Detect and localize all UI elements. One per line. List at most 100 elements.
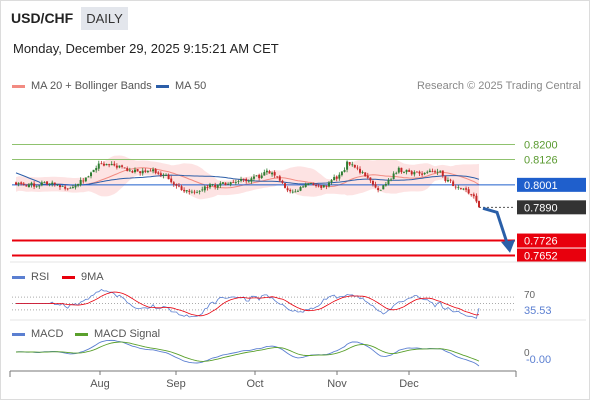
candle <box>121 164 124 169</box>
candle <box>221 182 224 185</box>
legend-swatch-macd <box>12 332 25 336</box>
candle <box>46 181 49 186</box>
candle-body <box>333 176 336 181</box>
candle-body <box>374 184 377 188</box>
legend-label-rsi-ma: 9MA <box>81 271 104 283</box>
macd-zero-label: 0 <box>524 348 530 359</box>
candle-body <box>335 176 338 179</box>
candle-body <box>400 167 403 173</box>
candle <box>234 179 237 186</box>
candle-body <box>418 171 421 174</box>
candle <box>366 172 369 180</box>
candle-body <box>330 180 333 183</box>
candle <box>265 168 268 175</box>
candle-body <box>281 180 284 183</box>
candle-body <box>291 191 294 193</box>
legend-ma50: MA 50 <box>156 80 206 92</box>
candle-body <box>136 169 139 172</box>
support-tag-label: 0.7652 <box>524 251 558 263</box>
candle-body <box>402 172 405 174</box>
candle <box>79 177 82 187</box>
credit-text: Research © 2025 Trading Central <box>416 80 581 92</box>
candle-body <box>224 182 227 186</box>
x-axis-label-sep: Sep <box>166 378 186 390</box>
candle-body <box>353 165 356 168</box>
candle <box>421 171 424 177</box>
candle-body <box>268 171 271 174</box>
candle <box>247 179 250 183</box>
candle <box>201 186 204 192</box>
candle <box>232 179 235 183</box>
macd-current-label: -0.00 <box>526 354 551 366</box>
candle-body <box>118 165 121 168</box>
candle-body <box>470 193 473 195</box>
candle-body <box>128 170 131 172</box>
candle <box>359 166 362 175</box>
candle-body <box>188 190 191 192</box>
candle <box>211 183 214 187</box>
candle <box>330 178 333 185</box>
candle-body <box>64 186 67 189</box>
candle-body <box>392 173 395 179</box>
candle-body <box>325 185 328 187</box>
candle-body <box>214 184 217 187</box>
macd-line <box>15 339 480 367</box>
pair-title: USD/CHF <box>11 10 74 26</box>
candle-body <box>167 174 170 180</box>
candle-body <box>299 187 302 191</box>
candle-body <box>40 182 43 186</box>
candle-body <box>206 187 209 189</box>
candle <box>56 184 59 187</box>
candle <box>384 182 387 187</box>
candle-body <box>348 161 351 165</box>
candle <box>100 160 103 165</box>
candle <box>35 185 38 188</box>
candle <box>335 175 338 182</box>
candle-body <box>340 171 343 176</box>
candle-body <box>15 182 17 185</box>
candle <box>27 183 30 188</box>
legend-macd: MACD <box>12 328 63 340</box>
candle <box>278 174 281 183</box>
candle-body <box>240 178 243 181</box>
candle-body <box>133 169 136 173</box>
candle-body <box>467 189 470 194</box>
candle-body <box>172 182 175 185</box>
forecast-arrow <box>482 206 510 247</box>
candle-body <box>434 171 437 173</box>
candle <box>263 169 266 176</box>
candle <box>309 182 312 184</box>
candle-body <box>294 191 297 193</box>
candle-body <box>273 172 276 176</box>
candle <box>198 190 201 195</box>
candle <box>144 168 147 174</box>
candle <box>149 168 152 172</box>
candle-body <box>149 170 152 172</box>
candle <box>206 184 209 191</box>
candle-body <box>377 188 380 191</box>
candle <box>172 181 175 187</box>
candle-body <box>379 189 382 191</box>
candle <box>245 177 248 184</box>
x-axis-label-oct: Oct <box>246 378 263 390</box>
candle-body <box>454 186 457 188</box>
candle-body <box>229 182 232 185</box>
rsi-line <box>16 289 480 319</box>
candle <box>87 175 90 178</box>
candle <box>382 185 385 190</box>
support-tag <box>517 248 586 263</box>
candle-body <box>27 184 30 188</box>
candle <box>110 161 113 166</box>
timeframe-badge[interactable]: DAILY <box>81 7 128 30</box>
candle <box>346 160 349 173</box>
candle-body <box>110 163 113 166</box>
candle-body <box>234 182 237 183</box>
legend-rsi-ma: 9MA <box>62 271 104 283</box>
legend-label-ma50: MA 50 <box>175 80 207 92</box>
candle <box>51 180 54 187</box>
candle-body <box>457 187 460 189</box>
candle <box>242 178 245 183</box>
legend-swatch-ma20 <box>12 84 25 88</box>
candle <box>439 170 442 174</box>
candle <box>188 188 191 195</box>
